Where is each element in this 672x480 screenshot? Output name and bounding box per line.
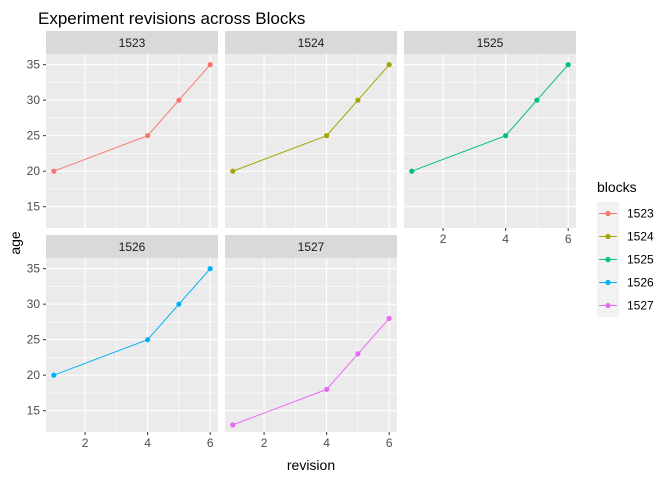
facet-panel-1527: 1527 2 4 6 [225,235,397,450]
facet-panel-1523: 1523 15 20 25 30 35 [27,31,218,228]
data-point [230,422,236,428]
x-tick-label: 2 [440,232,447,246]
facet-strip-label: 1526 [119,240,146,254]
x-tick-label: 2 [261,436,268,450]
data-point [145,337,151,343]
x-tick-label: 6 [386,436,393,450]
facet-strip [404,31,576,54]
data-point [230,168,236,174]
legend-item-1525: 1525 [597,248,654,271]
facet-strip [46,235,218,258]
legend-item-1526: 1526 [597,271,654,294]
legend: blocks 1523 1524 1525 1526 1527 [597,179,654,317]
y-tick-label: 25 [27,129,41,143]
y-tick-label: 15 [27,404,41,418]
data-point [409,168,415,174]
facet-strip [46,31,218,54]
x-tick-label: 4 [144,436,151,450]
series-line-1527 [232,318,390,426]
x-tick-label: 6 [565,232,572,246]
x-axis-title: revision [287,457,335,473]
facet-strip [225,235,397,258]
x-tick-label: 4 [323,436,330,450]
facet-panel-1526: 1526 15 20 25 30 35 2 4 6 [27,235,218,450]
legend-label: 1526 [627,276,654,290]
legend-title: blocks [597,179,637,195]
legend-item-1523: 1523 [597,202,654,225]
panel-background [225,258,397,432]
series-line-1523 [53,64,211,172]
legend-key-point [605,256,611,263]
facet-strip-label: 1524 [298,36,325,50]
facet-strip [225,31,397,54]
x-tick-label: 4 [502,232,509,246]
legend-key-point [605,233,611,240]
y-tick-label: 15 [27,200,41,214]
data-point [207,266,213,272]
panel-background [225,54,397,228]
data-point [176,301,182,307]
data-point [51,372,57,378]
y-tick-label: 35 [27,262,41,276]
data-point [503,133,509,139]
facet-strip-label: 1527 [298,240,325,254]
legend-label: 1523 [627,207,654,221]
facet-panels: 1523 15 20 25 30 35 1524 1525 2 4 6 1526 15 20 25 30 35 2… [27,31,576,450]
panel-background [46,54,218,228]
data-point [324,386,330,392]
data-point [145,133,151,139]
facet-strip-label: 1525 [477,36,504,50]
series-line-1524 [232,64,390,172]
data-point [534,97,540,103]
y-tick-label: 25 [27,333,41,347]
x-tick-label: 6 [207,436,214,450]
legend-label: 1524 [627,230,654,244]
legend-key-point [605,210,611,217]
data-point [565,62,571,68]
legend-key-point [605,302,611,309]
data-point [386,62,392,68]
legend-label: 1525 [627,253,654,267]
y-tick-label: 20 [27,368,41,382]
data-point [176,97,182,103]
legend-item-1524: 1524 [597,225,654,248]
x-tick-label: 2 [82,436,89,450]
legend-label: 1527 [627,299,654,313]
y-tick-label: 20 [27,164,41,178]
panel-background [46,258,218,432]
data-point [207,62,213,68]
chart-title: Experiment revisions across Blocks [38,9,305,28]
facet-panel-1525: 1525 2 4 6 [404,31,576,246]
series-line-1526 [53,268,211,376]
series-line-1525 [411,64,569,172]
y-tick-label: 35 [27,58,41,72]
y-tick-label: 30 [27,93,41,107]
legend-key-point [605,279,611,286]
data-point [51,168,57,174]
y-tick-label: 30 [27,297,41,311]
facet-panel-1524: 1524 [225,31,397,228]
data-point [324,133,330,139]
legend-item-1527: 1527 [597,294,654,317]
data-point [355,351,361,357]
y-axis-title: age [7,231,23,255]
data-point [355,97,361,103]
facet-strip-label: 1523 [119,36,146,50]
data-point [386,315,392,321]
panel-background [404,54,576,228]
